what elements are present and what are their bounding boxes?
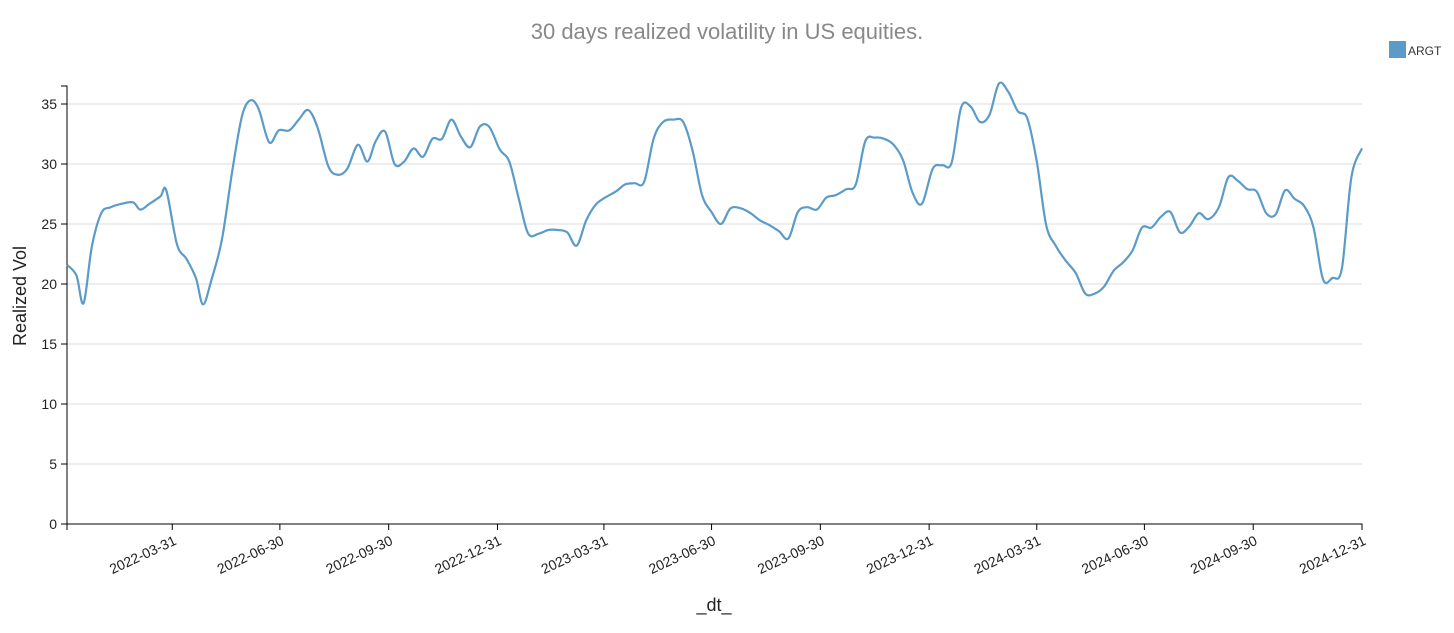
x-tick-label-2023-09-30: 2023-09-30 <box>755 532 827 577</box>
legend-swatch-argt <box>1389 41 1406 58</box>
x-tick-label-2022-03-31: 2022-03-31 <box>107 532 179 577</box>
x-tick-label-2023-03-31: 2023-03-31 <box>539 532 611 577</box>
x-axis: 2022-03-31 2022-06-30 2022-09-30 2022-12-31… <box>66 523 1369 577</box>
y-axis-label: Realized Vol <box>10 246 30 346</box>
x-tick-label-2024-09-30: 2024-09-30 <box>1188 532 1260 577</box>
x-axis-label: _dt_ <box>695 595 732 616</box>
x-tick-label-2024-03-31: 2024-03-31 <box>971 532 1043 577</box>
y-axis-line <box>61 85 68 525</box>
chart-title: 30 days realized volatility in US equiti… <box>531 19 924 44</box>
legend-label-argt: ARGT <box>1408 44 1442 58</box>
x-axis-line <box>66 523 1363 530</box>
y-tick-label-5: 5 <box>49 456 57 472</box>
legend: ARGT <box>1389 41 1442 58</box>
y-tick-label-20: 20 <box>41 276 57 292</box>
y-tick-label-0: 0 <box>49 516 57 532</box>
gridlines <box>67 103 1362 465</box>
series-line-argt <box>66 81 1364 306</box>
y-tick-label-15: 15 <box>41 336 57 352</box>
x-tick-label-2022-06-30: 2022-06-30 <box>214 532 286 577</box>
x-tick-label-2023-06-30: 2023-06-30 <box>646 532 718 577</box>
y-tick-label-30: 30 <box>41 156 57 172</box>
series-layer <box>66 81 1364 306</box>
x-tick-label-2024-12-31: 2024-12-31 <box>1297 532 1369 577</box>
y-axis: 0 5 10 15 20 25 30 35 <box>41 85 68 532</box>
x-tick-label-2022-12-31: 2022-12-31 <box>432 532 504 577</box>
y-tick-label-35: 35 <box>41 96 57 112</box>
y-tick-label-25: 25 <box>41 216 57 232</box>
x-tick-label-2024-06-30: 2024-06-30 <box>1079 532 1151 577</box>
x-tick-label-2023-12-31: 2023-12-31 <box>864 532 936 577</box>
y-tick-label-10: 10 <box>41 396 57 412</box>
x-tick-label-2022-09-30: 2022-09-30 <box>323 532 395 577</box>
